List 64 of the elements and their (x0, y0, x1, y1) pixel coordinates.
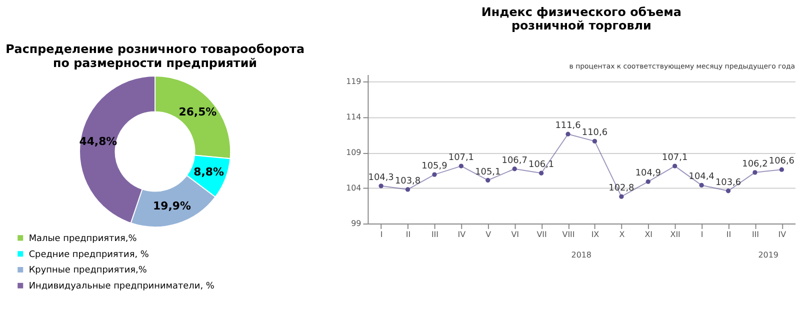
point (378, 184, 384, 188)
x-tick-label: V (486, 230, 492, 239)
x-tick-label: VII (536, 230, 547, 239)
x-tick-label: XI (644, 230, 653, 239)
x-tick-label: II (406, 230, 411, 239)
x-tick-label: III (752, 230, 759, 239)
point (432, 172, 437, 177)
data-label: 105,9 (422, 162, 448, 172)
text: 2019 (758, 250, 778, 260)
data-label: 106,1 (528, 160, 554, 170)
point (619, 194, 624, 199)
x-tick-label: IV (778, 230, 787, 239)
data-label: 8,8% (194, 165, 224, 178)
point (752, 170, 758, 175)
data-label: 107,1 (662, 153, 688, 164)
legend-label: Средние предприятия, % (28, 250, 149, 260)
data-label: 111,6 (555, 121, 582, 132)
x-tick-label: I (380, 230, 383, 239)
data-label: 102,8 (608, 184, 635, 194)
legend-label: Крупные предприятия,% (28, 266, 147, 276)
y-tick-label: 114 (346, 112, 362, 122)
point (538, 170, 544, 176)
point (726, 188, 731, 194)
x-tick-label: II (726, 230, 732, 239)
data-label: 106,7 (502, 156, 528, 166)
x-tick-label: VIII (562, 230, 575, 239)
x-tick-label: III (431, 230, 438, 239)
x-tick-label: IX (591, 230, 600, 239)
point (699, 182, 704, 188)
point (405, 187, 410, 192)
legend-label: Малые предприятия,% (28, 234, 137, 244)
point (779, 167, 784, 172)
legend-label: Индивидуальные предприниматели, % (28, 282, 214, 292)
data-label: 104,3 (368, 172, 394, 183)
point (486, 178, 490, 183)
data-label: 103,8 (394, 176, 421, 186)
chart-title: Индекс физического объема розничной торговли (481, 4, 682, 33)
data-label: 104,9 (635, 168, 662, 179)
x-tick-label: I (700, 230, 704, 239)
point (566, 132, 570, 136)
point (592, 138, 598, 144)
y-tick-label: 104 (346, 184, 362, 193)
data-label: 104,4 (688, 172, 715, 182)
data-label: 106,2 (742, 159, 768, 170)
point (458, 164, 464, 168)
y-tick-label: 109 (346, 148, 362, 158)
data-label: 19,9% (153, 200, 191, 213)
point (646, 179, 650, 184)
data-label: 26,5% (178, 106, 217, 119)
chart-title: Распределение розничного товарооборота по размерности предприятий (6, 42, 304, 70)
x-tick-label: IV (458, 230, 466, 239)
x-tick-label: X (619, 230, 626, 239)
data-label: 103,6 (715, 178, 742, 188)
point (672, 164, 678, 168)
text: 2018 (571, 250, 592, 260)
x-tick-label: VI (511, 230, 519, 239)
point (512, 166, 517, 172)
y-tick-label: 119 (346, 77, 362, 86)
x-tick-label: XII (670, 230, 680, 239)
data-label: 105,1 (475, 167, 501, 178)
data-label: 110,6 (582, 128, 608, 138)
data-label: 107,1 (448, 153, 474, 164)
data-label: 106,6 (768, 156, 795, 167)
y-tick-label: 99 (351, 219, 362, 228)
